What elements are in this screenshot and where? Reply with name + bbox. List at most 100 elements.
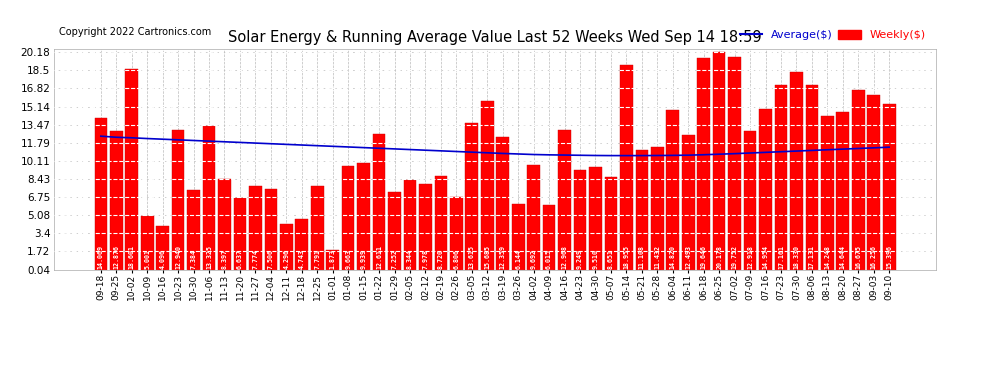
Text: 4.296: 4.296 [283,249,289,269]
Text: 20.178: 20.178 [716,245,722,269]
Text: 14.644: 14.644 [840,245,845,269]
Text: 17.131: 17.131 [809,245,815,269]
Bar [249,186,261,270]
Bar [357,163,370,270]
Text: 7.384: 7.384 [191,249,197,269]
Text: 7.774: 7.774 [252,249,258,269]
Title: Solar Energy & Running Average Value Last 52 Weeks Wed Sep 14 18:59: Solar Energy & Running Average Value Las… [228,30,762,45]
Bar [697,58,710,270]
Text: 6.144: 6.144 [515,249,521,269]
Text: 16.256: 16.256 [871,245,877,269]
Text: 19.646: 19.646 [701,245,707,269]
Bar [589,167,602,270]
Bar [605,177,618,270]
Text: 11.108: 11.108 [639,245,644,269]
Text: 12.940: 12.940 [175,245,181,269]
Text: 18.955: 18.955 [624,245,630,269]
Bar [774,85,787,270]
Bar [729,57,741,270]
Bar [234,198,247,270]
Bar [372,134,385,270]
Text: 9.692: 9.692 [531,249,537,269]
Text: Copyright 2022 Cartronics.com: Copyright 2022 Cartronics.com [58,27,211,37]
Text: 8.720: 8.720 [438,249,444,269]
Text: 12.611: 12.611 [376,245,382,269]
Bar [435,176,447,270]
Text: 17.161: 17.161 [778,245,784,269]
Bar [512,204,525,270]
Text: 4.743: 4.743 [299,249,305,269]
Text: 18.330: 18.330 [793,245,799,269]
Bar [883,104,896,270]
Bar [450,196,462,270]
Text: 6.806: 6.806 [453,249,459,269]
Bar [94,118,107,270]
Bar [327,250,339,270]
Text: 8.397: 8.397 [222,249,228,269]
Bar [218,179,231,270]
Text: 7.791: 7.791 [314,249,320,269]
Bar [867,94,880,270]
Bar [465,123,478,270]
Bar [558,130,571,270]
Bar [620,65,633,270]
Text: 9.510: 9.510 [592,249,599,269]
Bar [543,205,555,270]
Text: 7.252: 7.252 [391,249,398,269]
Text: 12.359: 12.359 [500,245,506,269]
Bar [821,116,834,270]
Text: 16.675: 16.675 [855,245,861,269]
Bar [110,131,123,270]
Text: 14.954: 14.954 [762,245,768,269]
Text: 15.396: 15.396 [886,245,892,269]
Bar [311,186,324,270]
Bar [682,135,695,270]
Text: 7.506: 7.506 [268,249,274,269]
Text: 4.096: 4.096 [159,249,165,269]
Bar [759,109,772,270]
Text: 14.069: 14.069 [98,245,104,269]
Bar [837,112,849,270]
Bar [295,219,308,270]
Bar [388,192,401,270]
Text: 18.601: 18.601 [129,245,135,269]
Text: 14.820: 14.820 [670,245,676,269]
Bar [187,190,200,270]
Text: 19.752: 19.752 [732,245,738,269]
Bar [651,147,663,270]
Bar [280,224,293,270]
Text: 1.873: 1.873 [330,249,336,269]
Text: 12.968: 12.968 [561,245,567,269]
Bar [419,184,432,270]
Bar [404,180,417,270]
Bar [172,130,184,270]
Bar [156,226,169,270]
Text: 8.344: 8.344 [407,249,413,269]
Bar [713,52,726,270]
Bar [790,72,803,270]
Text: 14.248: 14.248 [825,245,831,269]
Bar [852,90,864,270]
Bar [203,126,216,270]
Legend: Average($), Weekly($): Average($), Weekly($) [736,26,930,45]
Text: 7.978: 7.978 [423,249,429,269]
Bar [126,69,138,270]
Text: 13.615: 13.615 [469,245,475,269]
Text: 12.493: 12.493 [685,245,691,269]
Bar [743,130,756,270]
Bar [806,85,818,270]
Text: 12.918: 12.918 [747,245,753,269]
Bar [481,101,494,270]
Bar [264,189,277,270]
Text: 6.015: 6.015 [546,249,552,269]
Text: 9.663: 9.663 [346,249,351,269]
Bar [496,136,509,270]
Text: 6.637: 6.637 [237,249,243,269]
Text: 12.876: 12.876 [113,245,119,269]
Text: 11.432: 11.432 [654,245,660,269]
Text: 13.325: 13.325 [206,245,212,269]
Bar [636,150,648,270]
Text: 9.939: 9.939 [360,249,366,269]
Text: 9.249: 9.249 [577,249,583,269]
Text: 15.685: 15.685 [484,245,490,269]
